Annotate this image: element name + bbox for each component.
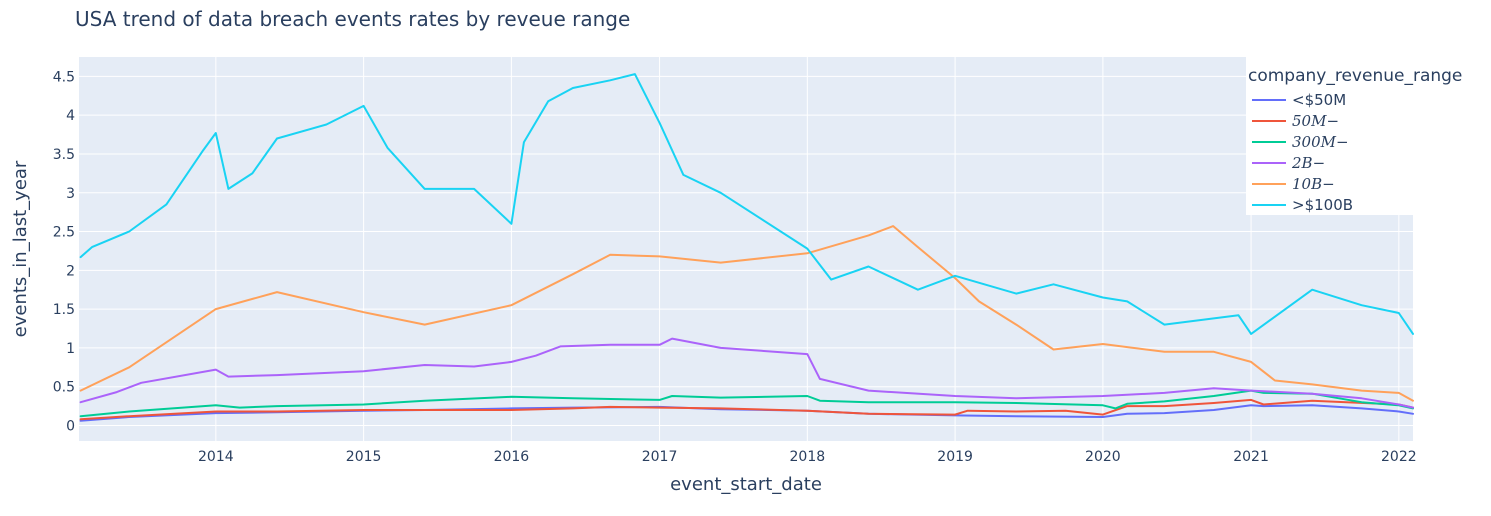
y-tick-label: 4 bbox=[66, 108, 75, 124]
y-tick-label: 3.5 bbox=[53, 147, 75, 163]
series-line-3 bbox=[79, 337, 1414, 409]
x-axis-title: event_start_date bbox=[670, 474, 822, 495]
y-tick-label: 0 bbox=[66, 418, 75, 434]
y-tick-label: 4.5 bbox=[53, 69, 75, 85]
legend-label: >$100B bbox=[1292, 196, 1353, 214]
series-lines bbox=[79, 73, 1414, 422]
legend-label: 300M− bbox=[1292, 133, 1349, 151]
legend: company_revenue_range <$50M 50M− 300M− 2B− 1… bbox=[1246, 57, 1486, 215]
y-axis-title: events_in_last_year bbox=[10, 160, 31, 337]
plot-area bbox=[79, 57, 1413, 441]
legend-label: 10B− bbox=[1292, 175, 1335, 193]
legend-items: <$50M 50M− 300M− 2B− 10B− >$100B bbox=[1252, 91, 1353, 214]
legend-title: company_revenue_range bbox=[1248, 66, 1462, 86]
x-tick-label: 2018 bbox=[790, 449, 826, 465]
x-tick-label: 2017 bbox=[642, 449, 678, 465]
chart-title: USA trend of data breach events rates by… bbox=[75, 7, 630, 31]
x-tick-label: 2021 bbox=[1233, 449, 1269, 465]
y-tick-label: 0.5 bbox=[53, 380, 75, 396]
y-tick-label: 1.5 bbox=[53, 302, 75, 318]
y-tick-label: 1 bbox=[66, 341, 75, 357]
y-gridlines bbox=[79, 75, 1413, 426]
x-tick-label: 2016 bbox=[494, 449, 530, 465]
y-tick-label: 3 bbox=[66, 186, 75, 202]
y-tick-labels: 0 0.5 1 1.5 2 2.5 3 3.5 4 4.5 bbox=[53, 69, 75, 434]
x-tick-labels: 2014 2015 2016 2017 2018 2019 2020 2021 2022 bbox=[198, 449, 1417, 465]
x-tick-label: 2020 bbox=[1085, 449, 1121, 465]
x-tick-label: 2019 bbox=[937, 449, 973, 465]
series-line-5 bbox=[79, 73, 1414, 335]
y-tick-label: 2 bbox=[66, 263, 75, 279]
legend-background bbox=[1246, 57, 1486, 215]
legend-label: 2B− bbox=[1291, 154, 1325, 172]
x-tick-label: 2015 bbox=[346, 449, 382, 465]
legend-label: <$50M bbox=[1292, 91, 1346, 109]
series-line-4 bbox=[79, 225, 1414, 402]
x-tick-label: 2022 bbox=[1381, 449, 1417, 465]
series-line-1 bbox=[79, 398, 1414, 421]
y-tick-label: 2.5 bbox=[53, 225, 75, 241]
legend-label: 50M− bbox=[1292, 112, 1339, 130]
x-tick-label: 2014 bbox=[198, 449, 234, 465]
